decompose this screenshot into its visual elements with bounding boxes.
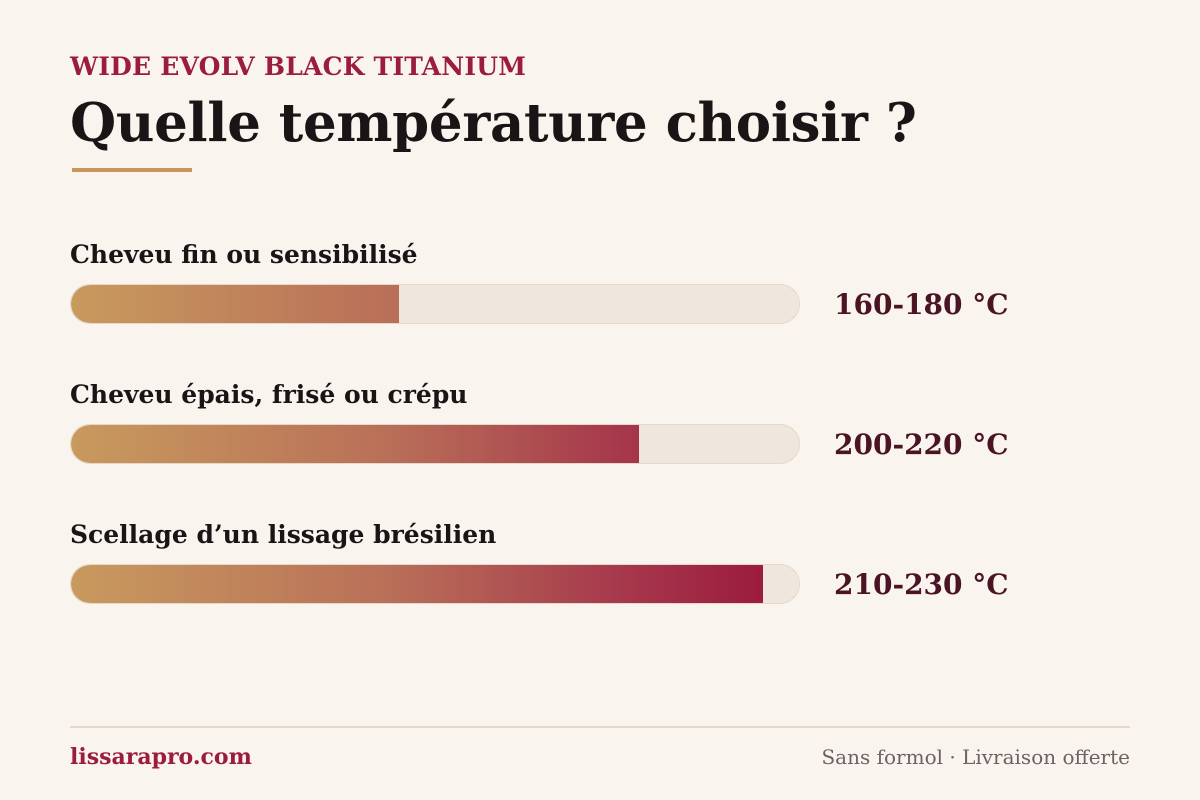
temperature-range: 200-220 °C xyxy=(834,428,1009,461)
row-label: Scellage d’un lissage brésilien xyxy=(70,520,497,549)
footer-divider xyxy=(70,726,1130,728)
footer-tagline: Sans formol · Livraison offerte xyxy=(821,745,1130,769)
temperature-bar-fill xyxy=(71,565,763,603)
temperature-bar-fill xyxy=(71,425,639,463)
temperature-bar-track xyxy=(70,424,800,464)
temperature-bar-fill xyxy=(71,285,399,323)
temperature-range: 160-180 °C xyxy=(834,288,1009,321)
page-title: Quelle température choisir ? xyxy=(70,92,917,154)
temperature-range: 210-230 °C xyxy=(834,568,1009,601)
temperature-row-fine-hair: Cheveu fin ou sensibilisé 160-180 °C xyxy=(70,240,1070,340)
temperature-bar-track xyxy=(70,564,800,604)
temperature-row-brazilian-sealing: Scellage d’un lissage brésilien 210-230 … xyxy=(70,520,1070,620)
product-name: WIDE EVOLV BLACK TITANIUM xyxy=(70,52,527,81)
row-label: Cheveu épais, frisé ou crépu xyxy=(70,380,468,409)
temperature-row-thick-hair: Cheveu épais, frisé ou crépu 200-220 °C xyxy=(70,380,1070,480)
temperature-bar-track xyxy=(70,284,800,324)
site-link[interactable]: lissarapro.com xyxy=(70,744,252,770)
title-accent-rule xyxy=(72,168,192,172)
row-label: Cheveu fin ou sensibilisé xyxy=(70,240,418,269)
